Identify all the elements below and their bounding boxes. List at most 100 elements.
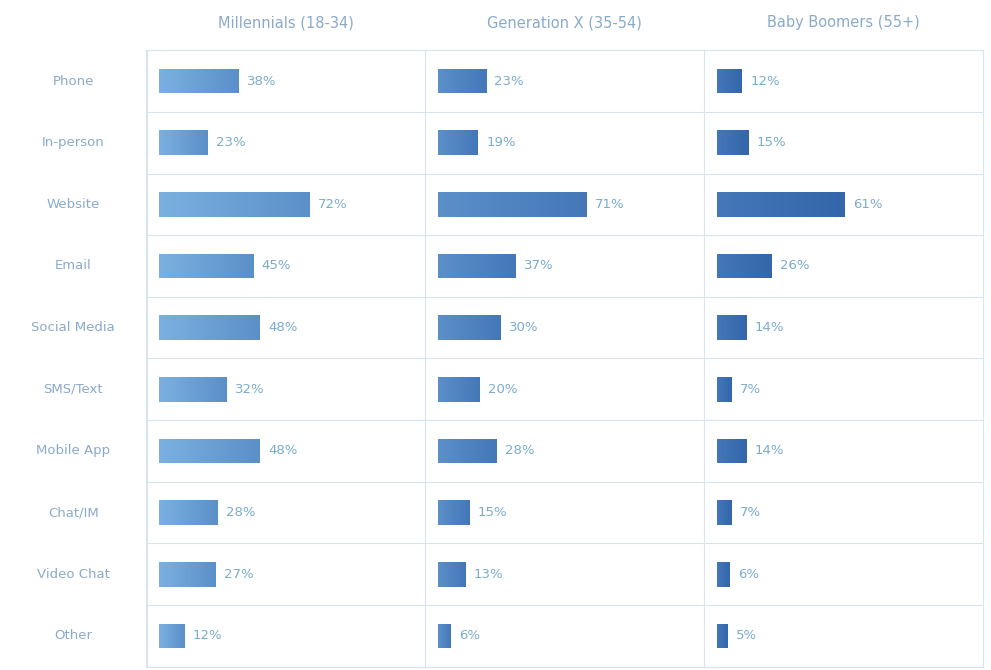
Bar xyxy=(238,69,239,93)
Bar xyxy=(176,562,177,586)
Bar xyxy=(165,500,166,525)
Bar xyxy=(178,377,179,401)
Bar xyxy=(486,69,487,93)
Bar xyxy=(199,500,201,525)
Bar xyxy=(179,439,181,463)
Bar xyxy=(170,562,172,586)
Bar xyxy=(725,254,727,278)
Bar xyxy=(484,69,485,93)
Bar xyxy=(449,131,450,155)
Bar xyxy=(725,254,726,278)
Bar xyxy=(720,254,721,278)
Bar xyxy=(460,69,461,93)
Bar xyxy=(474,316,475,340)
Bar xyxy=(471,439,473,463)
Bar xyxy=(284,192,287,216)
Bar xyxy=(740,131,741,155)
Bar xyxy=(219,377,221,401)
Bar xyxy=(443,69,444,93)
Text: 23%: 23% xyxy=(216,136,246,149)
Bar xyxy=(187,69,189,93)
Text: Email: Email xyxy=(55,259,92,273)
Bar xyxy=(485,192,488,216)
Bar xyxy=(162,131,163,155)
Bar xyxy=(208,500,209,525)
Bar xyxy=(193,562,194,586)
Bar xyxy=(241,439,244,463)
Bar xyxy=(489,254,491,278)
Bar xyxy=(173,377,175,401)
Bar xyxy=(442,316,444,340)
Bar xyxy=(465,131,467,155)
Bar xyxy=(214,316,217,340)
Bar xyxy=(456,254,458,278)
Text: 27%: 27% xyxy=(224,567,254,581)
Bar xyxy=(177,439,179,463)
Bar xyxy=(186,377,187,401)
Bar xyxy=(196,439,198,463)
Bar xyxy=(441,69,443,93)
Bar xyxy=(192,377,194,401)
Bar xyxy=(176,377,177,401)
Bar xyxy=(468,192,471,216)
Bar xyxy=(507,254,509,278)
Bar xyxy=(454,439,455,463)
Bar xyxy=(732,254,733,278)
Bar xyxy=(189,131,190,155)
Bar xyxy=(162,192,165,216)
Bar xyxy=(178,254,180,278)
Bar xyxy=(731,254,732,278)
Bar xyxy=(250,254,253,278)
Bar xyxy=(174,500,176,525)
Bar xyxy=(764,192,766,216)
Bar xyxy=(460,377,461,401)
Bar xyxy=(198,254,200,278)
Bar xyxy=(167,377,168,401)
Bar xyxy=(467,439,468,463)
Bar xyxy=(160,439,162,463)
Bar xyxy=(449,69,451,93)
Bar xyxy=(440,500,441,525)
Bar xyxy=(208,439,210,463)
Bar xyxy=(270,192,273,216)
Bar xyxy=(192,192,195,216)
Bar xyxy=(162,500,163,525)
Bar xyxy=(753,192,755,216)
Text: Mobile App: Mobile App xyxy=(37,444,110,458)
Bar xyxy=(200,254,202,278)
Bar xyxy=(733,254,734,278)
Bar xyxy=(444,500,445,525)
Bar xyxy=(779,192,781,216)
Bar xyxy=(443,316,445,340)
Bar xyxy=(243,439,245,463)
Bar xyxy=(494,439,496,463)
Bar xyxy=(472,316,473,340)
Bar xyxy=(452,316,453,340)
Bar xyxy=(444,377,446,401)
Bar xyxy=(838,192,840,216)
Bar xyxy=(449,316,450,340)
Bar xyxy=(212,192,215,216)
Bar xyxy=(813,192,816,216)
Bar xyxy=(461,254,463,278)
Bar xyxy=(442,69,443,93)
Bar xyxy=(166,500,167,525)
Bar xyxy=(201,439,203,463)
Bar xyxy=(209,439,211,463)
Bar xyxy=(174,562,175,586)
Bar xyxy=(187,377,188,401)
Bar xyxy=(187,316,190,340)
Bar xyxy=(227,69,229,93)
Bar xyxy=(458,377,459,401)
Bar xyxy=(472,439,474,463)
Bar xyxy=(241,316,244,340)
Bar xyxy=(482,69,483,93)
Bar xyxy=(168,562,170,586)
Bar xyxy=(499,254,501,278)
Bar xyxy=(497,316,499,340)
Bar xyxy=(161,439,164,463)
Bar xyxy=(186,254,188,278)
Bar xyxy=(457,131,459,155)
Bar xyxy=(465,439,466,463)
Bar xyxy=(181,439,183,463)
